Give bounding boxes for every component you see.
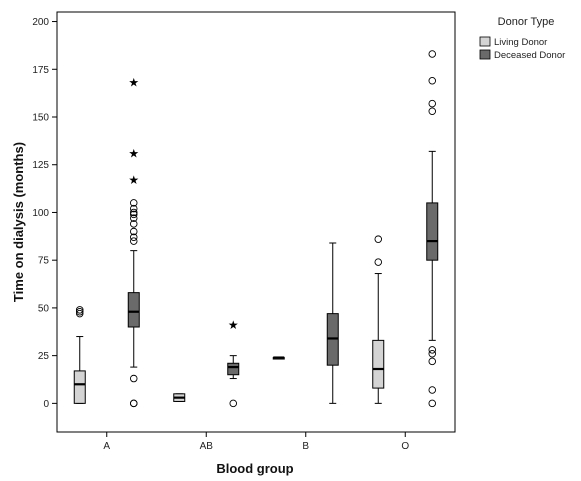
outlier-point	[75, 306, 84, 314]
outlier-point	[374, 258, 383, 266]
y-tick-label: 200	[32, 17, 49, 28]
outlier-point	[428, 357, 437, 366]
y-axis-title: Time on dialysis (months)	[11, 142, 26, 302]
y-tick-label: 125	[32, 160, 49, 171]
iqr-box	[227, 362, 240, 376]
outlier-point	[75, 309, 84, 318]
outlier-point	[229, 399, 237, 408]
legend-swatch-deceased	[479, 49, 491, 60]
box-O-living	[372, 235, 385, 404]
box-AB-living	[173, 393, 186, 402]
outlier-point	[129, 204, 138, 213]
x-axis-title: Blood group	[216, 461, 293, 476]
legend-label-deceased: Deceased Donor	[494, 50, 565, 61]
outlier-point	[428, 76, 437, 85]
box-AB-deceased: ★	[227, 318, 240, 408]
outlier-point	[428, 50, 437, 58]
legend-swatch-living	[479, 36, 491, 47]
box-B-living	[272, 356, 285, 360]
outlier-point	[129, 210, 138, 219]
y-tick-label: 0	[43, 399, 49, 410]
iqr-box	[372, 339, 385, 389]
outlier-point	[129, 237, 138, 245]
extreme-point: ★	[128, 146, 139, 160]
y-tick-label: 75	[38, 256, 50, 267]
legend-label-living: Living Donor	[494, 37, 547, 48]
legend-title: Donor Type	[498, 16, 555, 28]
plot-area	[56, 11, 456, 433]
box-O-deceased	[426, 50, 439, 408]
x-tick-label: A	[103, 441, 110, 452]
y-tick-label: 100	[32, 208, 49, 219]
outlier-point	[428, 399, 437, 408]
extreme-point: ★	[128, 173, 139, 187]
outlier-point	[428, 99, 437, 108]
outlier-point	[129, 214, 138, 222]
outlier-point	[428, 107, 437, 116]
box-A-deceased: ★ ★ ★	[127, 76, 140, 408]
outlier-point	[129, 227, 138, 236]
extreme-point: ★	[128, 76, 139, 90]
outlier-point	[129, 399, 138, 408]
y-tick-label: 50	[38, 303, 50, 314]
outlier-point	[129, 233, 138, 242]
outlier-point	[75, 307, 84, 316]
iqr-box	[73, 370, 86, 404]
y-tick-label: 150	[32, 113, 49, 124]
y-tick-label: 175	[32, 65, 49, 76]
x-axis: A AB B O	[103, 432, 409, 452]
outlier-point	[129, 208, 138, 217]
iqr-box	[127, 292, 140, 328]
outlier-point	[428, 349, 437, 358]
extreme-point: ★	[228, 318, 239, 332]
x-tick-label: AB	[200, 441, 214, 452]
box-B-deceased	[326, 242, 339, 404]
x-tick-label: O	[401, 441, 409, 452]
x-tick-label: B	[302, 441, 309, 452]
iqr-box	[426, 202, 439, 261]
outlier-point	[129, 220, 138, 228]
outlier-point	[428, 346, 437, 354]
outlier-point	[129, 199, 138, 207]
outlier-point	[374, 235, 383, 243]
y-tick-label: 25	[38, 351, 50, 362]
outlier-point	[129, 374, 138, 383]
box-series: ★ ★ ★ ★	[73, 50, 439, 408]
box-A-living	[73, 306, 86, 404]
y-axis: 0 25 50 75 100 125 150 175 200	[32, 17, 57, 410]
legend: Donor Type Living Donor Deceased Donor	[479, 16, 565, 61]
outlier-point	[428, 386, 437, 394]
